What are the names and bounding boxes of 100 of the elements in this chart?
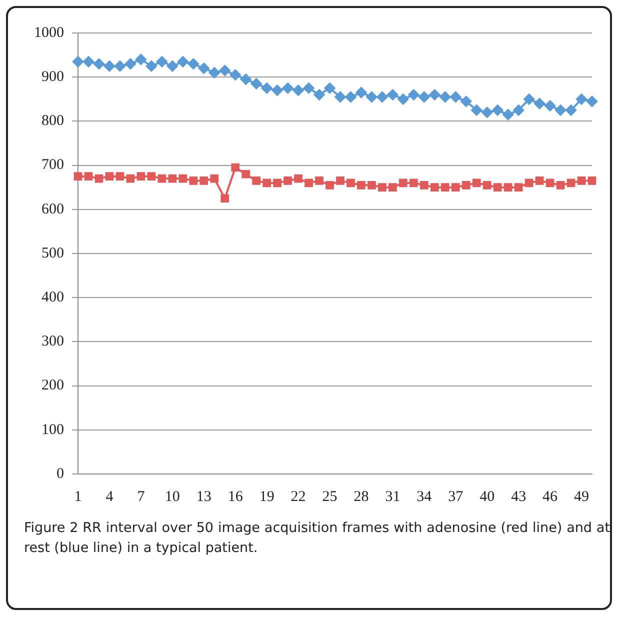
y-tick-label: 0 bbox=[56, 466, 64, 482]
point bbox=[93, 58, 104, 70]
point bbox=[252, 176, 261, 185]
point bbox=[378, 183, 386, 192]
x-tick-label: 22 bbox=[290, 488, 306, 505]
y-tick-label: 700 bbox=[42, 157, 64, 174]
point bbox=[482, 106, 493, 118]
point bbox=[346, 178, 355, 188]
x-tick-label: 4 bbox=[106, 488, 114, 505]
point bbox=[418, 91, 430, 102]
x-tick-label: 43 bbox=[511, 488, 526, 505]
point bbox=[334, 91, 346, 102]
point bbox=[451, 183, 460, 192]
y-tick-label: 500 bbox=[42, 245, 64, 262]
point bbox=[200, 176, 208, 185]
point bbox=[189, 176, 198, 185]
point bbox=[513, 104, 524, 116]
point bbox=[544, 100, 556, 112]
point bbox=[586, 96, 598, 107]
point bbox=[472, 178, 481, 188]
point bbox=[84, 172, 93, 181]
point bbox=[284, 176, 292, 185]
point bbox=[440, 183, 450, 192]
point bbox=[168, 174, 177, 183]
point bbox=[409, 178, 418, 188]
point bbox=[408, 89, 420, 100]
point bbox=[514, 183, 523, 192]
point bbox=[482, 180, 492, 190]
caption: Figure 2 RR interval over 50 image acquisition frames with adenosine (red line) and at rest (blue line) in a typical patient. bbox=[24, 519, 610, 558]
point bbox=[231, 163, 240, 172]
point bbox=[273, 178, 282, 188]
point bbox=[368, 180, 376, 190]
point bbox=[230, 69, 241, 80]
point bbox=[158, 174, 166, 183]
point bbox=[357, 180, 366, 190]
point bbox=[524, 178, 534, 188]
point bbox=[326, 180, 334, 190]
point bbox=[303, 82, 314, 94]
x-tick-label: 16 bbox=[228, 488, 244, 505]
point bbox=[166, 60, 178, 72]
y-tick-label: 100 bbox=[42, 422, 64, 438]
x-tick-label: 10 bbox=[164, 488, 180, 505]
point bbox=[366, 91, 378, 102]
point bbox=[535, 176, 544, 185]
point bbox=[198, 62, 210, 74]
point bbox=[314, 89, 325, 100]
x-tick-label: 25 bbox=[322, 488, 338, 505]
point bbox=[460, 96, 472, 107]
point bbox=[345, 91, 356, 102]
point bbox=[376, 91, 388, 102]
point bbox=[210, 174, 219, 183]
point bbox=[399, 178, 408, 188]
point bbox=[124, 58, 136, 70]
point bbox=[388, 183, 397, 192]
point bbox=[440, 91, 451, 102]
point bbox=[504, 183, 512, 192]
point bbox=[546, 178, 554, 188]
point bbox=[493, 183, 502, 192]
x-tick-label: 40 bbox=[480, 488, 495, 505]
point bbox=[492, 104, 504, 116]
y-tick-label: 1000 bbox=[34, 24, 64, 41]
x-tick-label: 49 bbox=[574, 488, 590, 505]
x-tick-label: 13 bbox=[196, 488, 212, 505]
point bbox=[576, 94, 588, 105]
point bbox=[219, 64, 230, 76]
point bbox=[429, 89, 440, 100]
point bbox=[356, 87, 367, 98]
x-tick-label: 19 bbox=[259, 488, 274, 505]
point bbox=[450, 91, 462, 102]
x-tick-label: 46 bbox=[542, 488, 558, 505]
y-tick-label: 800 bbox=[42, 113, 64, 130]
point bbox=[242, 170, 250, 178]
point bbox=[292, 84, 304, 96]
point bbox=[261, 82, 272, 94]
point bbox=[430, 183, 439, 192]
point bbox=[282, 82, 294, 94]
x-tick-label: 31 bbox=[385, 488, 400, 505]
point bbox=[304, 178, 313, 188]
point bbox=[188, 58, 199, 70]
point bbox=[566, 178, 576, 188]
point bbox=[420, 180, 428, 190]
point bbox=[146, 60, 157, 72]
x-tick-label: 1 bbox=[74, 488, 82, 505]
point bbox=[471, 104, 482, 116]
point bbox=[387, 89, 398, 100]
point bbox=[104, 60, 115, 72]
point bbox=[315, 176, 324, 185]
point bbox=[126, 174, 135, 183]
point bbox=[74, 172, 82, 181]
point bbox=[588, 176, 596, 185]
y-tick-label: 300 bbox=[42, 334, 64, 350]
point bbox=[556, 180, 565, 190]
point bbox=[534, 98, 546, 110]
point bbox=[105, 172, 114, 181]
point bbox=[82, 56, 94, 68]
point bbox=[147, 172, 156, 181]
point bbox=[114, 60, 126, 72]
y-tick-label: 600 bbox=[42, 201, 64, 218]
point bbox=[462, 180, 470, 190]
point bbox=[577, 176, 586, 185]
